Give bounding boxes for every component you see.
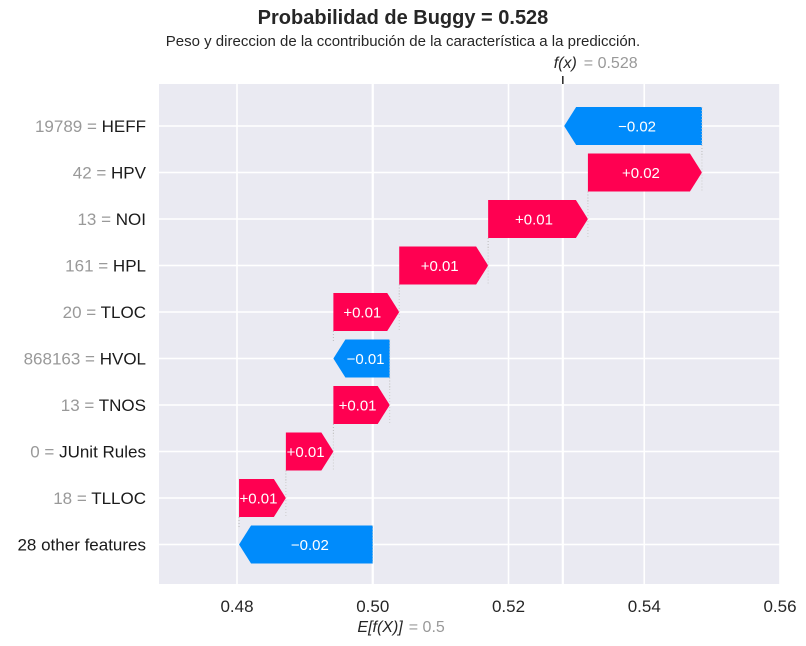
feature-label: 42 = HPV — [73, 164, 147, 183]
chart-subtitle: Peso y direccion de la ccontribución de … — [165, 33, 641, 50]
bar-value-label: +0.01 — [343, 305, 381, 322]
x-tick-label: 0.52 — [492, 597, 525, 616]
x-tick-label: 0.56 — [763, 597, 796, 616]
bar-value-label: +0.01 — [339, 398, 377, 415]
feature-name: 28 other features — [17, 536, 146, 555]
bar-junit-rules — [285, 432, 334, 471]
bar-value-label: +0.01 — [287, 444, 325, 461]
bar-hpl — [399, 246, 489, 285]
bar-value-label: +0.01 — [239, 491, 277, 508]
feature-label: 19789 = HEFF — [35, 117, 146, 136]
feature-label: 28 other features — [17, 536, 146, 555]
bar-hpv — [587, 153, 702, 192]
feature-value: 18 = — [53, 489, 91, 508]
feature-name: HPL — [113, 257, 146, 276]
feature-value: 20 = — [63, 303, 101, 322]
feature-label: 13 = NOI — [77, 210, 146, 229]
feature-label: 13 = TNOS — [61, 396, 146, 415]
feature-name: TNOS — [99, 396, 146, 415]
bar-value-label: +0.01 — [515, 212, 553, 229]
fx-label: f(x) — [554, 55, 577, 72]
bar-value-label: +0.02 — [622, 165, 660, 182]
feature-label: 0 = JUnit Rules — [30, 443, 146, 462]
feature-label: 18 = TLLOC — [53, 489, 146, 508]
feature-name: HVOL — [100, 350, 146, 369]
bar-hvol — [333, 339, 390, 378]
feature-name: HPV — [111, 164, 147, 183]
bar-heff — [564, 107, 702, 145]
feature-value: 13 = — [77, 210, 115, 229]
bar-value-label: −0.02 — [291, 537, 329, 554]
feature-value: 161 = — [65, 257, 113, 276]
bar-noi — [488, 200, 588, 238]
bar-value-label: +0.01 — [421, 258, 459, 275]
x-tick-label: 0.54 — [628, 597, 661, 616]
bar-value-label: −0.02 — [618, 119, 656, 136]
feature-name: TLOC — [101, 303, 146, 322]
x-tick-label: 0.50 — [356, 597, 389, 616]
feature-name: HEFF — [102, 117, 146, 136]
chart-title: Probabilidad de Buggy = 0.528 — [257, 7, 549, 29]
base-value-label: = 0.5 — [409, 619, 445, 636]
feature-name: TLLOC — [91, 489, 146, 508]
feature-label: 868163 = HVOL — [24, 350, 146, 369]
bar-tloc — [333, 293, 400, 331]
x-ticks: 0.48 0.50 0.52 0.54 0.56 — [220, 597, 796, 616]
feature-value: 0 = — [30, 443, 59, 462]
base-value-name: E[f(X)] — [357, 619, 403, 636]
bar-28-other-features — [239, 525, 373, 564]
feature-value: 868163 = — [24, 350, 100, 369]
feature-value: 13 = — [61, 396, 99, 415]
fx-value-label: = 0.528 — [584, 55, 638, 72]
x-tick-label: 0.48 — [220, 597, 253, 616]
bar-tlloc — [239, 479, 286, 517]
bar-tnos — [333, 386, 390, 424]
feature-labels: 19789 = HEFF 42 = HPV 13 = NOI 161 = HPL 20 … — [17, 117, 146, 555]
feature-label: 161 = HPL — [65, 257, 146, 276]
feature-name: NOI — [116, 210, 146, 229]
bars: −0.02 +0.02 +0.01 +0.01 +0.01 −0.01 +0.01 +0.01… — [238, 107, 703, 564]
feature-name: JUnit Rules — [59, 443, 146, 462]
bar-value-label: −0.01 — [347, 351, 385, 368]
feature-label: 20 = TLOC — [63, 303, 146, 322]
feature-value: 42 = — [73, 164, 111, 183]
feature-value: 19789 = — [35, 117, 102, 136]
annotations: f(x) = 0.528 E[f(X)] = 0.5 — [357, 55, 637, 636]
